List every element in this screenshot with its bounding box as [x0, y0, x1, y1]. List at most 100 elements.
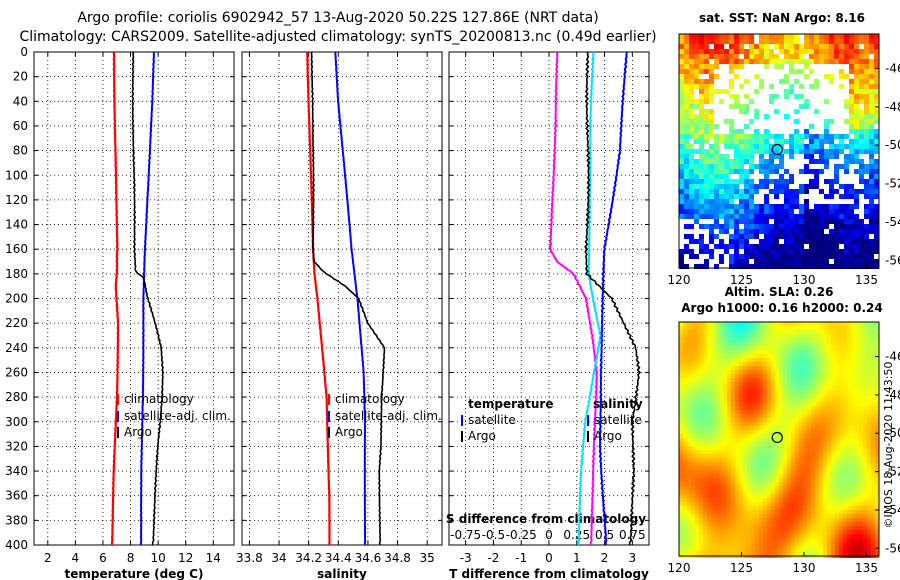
map-cell: [799, 64, 804, 69]
map-cell: [807, 382, 811, 386]
map-cell: [769, 44, 774, 49]
map-cell: [839, 402, 843, 406]
map-cell: [764, 189, 769, 194]
map-cell: [819, 259, 824, 264]
map-cell: [723, 418, 727, 422]
map-cell: [804, 79, 809, 84]
map-cell: [727, 374, 731, 378]
map-cell: [751, 506, 755, 510]
map-cell: [689, 229, 694, 234]
map-cell: [799, 229, 804, 234]
map-cell: [787, 366, 791, 370]
map-cell: [835, 418, 839, 422]
map-cell: [824, 214, 829, 219]
map-cell: [819, 434, 823, 438]
map-y-tick-label: -52: [885, 177, 900, 191]
map-cell: [794, 79, 799, 84]
map-cell: [683, 342, 687, 346]
map-cell: [684, 159, 689, 164]
map-cell: [844, 189, 849, 194]
map-cell: [691, 462, 695, 466]
map-cell: [739, 446, 743, 450]
map-cell: [709, 129, 714, 134]
map-cell: [824, 204, 829, 209]
map-cell: [815, 530, 819, 534]
map-cell: [799, 89, 804, 94]
map-cell: [695, 530, 699, 534]
map-cell: [819, 526, 823, 530]
legend-label: satellite: [594, 413, 642, 427]
map-cell: [779, 434, 783, 438]
map-cell: [699, 109, 704, 114]
map-cell: [759, 54, 764, 59]
map-cell: [767, 498, 771, 502]
map-cell: [687, 474, 691, 478]
map-cell: [731, 522, 735, 526]
map-cell: [783, 350, 787, 354]
map-cell: [687, 522, 691, 526]
map-cell: [774, 214, 779, 219]
map-cell: [847, 390, 851, 394]
map-cell: [834, 44, 839, 49]
map-cell: [799, 164, 804, 169]
map-cell: [784, 139, 789, 144]
map-cell: [814, 264, 819, 269]
map-cell: [871, 414, 875, 418]
map-cell: [719, 530, 723, 534]
map-cell: [707, 522, 711, 526]
map-cell: [679, 422, 683, 426]
map-cell: [807, 390, 811, 394]
map-cell: [815, 458, 819, 462]
map-cell: [715, 358, 719, 362]
map-cell: [799, 530, 803, 534]
map-cell: [719, 526, 723, 530]
map-cell: [839, 199, 844, 204]
map-cell: [691, 438, 695, 442]
map-cell: [759, 526, 763, 530]
map-cell: [724, 69, 729, 74]
map-cell: [804, 189, 809, 194]
map-cell: [743, 346, 747, 350]
map-cell: [835, 438, 839, 442]
map-cell: [731, 406, 735, 410]
map-cell: [699, 518, 703, 522]
map-cell: [824, 249, 829, 254]
map-cell: [759, 474, 763, 478]
map-cell: [699, 430, 703, 434]
map-cell: [699, 354, 703, 358]
s-diff-line: [577, 51, 602, 545]
map-cell: [759, 418, 763, 422]
map-cell: [847, 478, 851, 482]
map-cell: [699, 510, 703, 514]
map-cell: [875, 462, 879, 466]
map-cell: [829, 89, 834, 94]
map-cell: [744, 224, 749, 229]
map-cell: [849, 239, 854, 244]
map-cell: [759, 154, 764, 159]
map-cell: [729, 109, 734, 114]
map-cell: [767, 414, 771, 418]
map-cell: [783, 382, 787, 386]
map-cell: [839, 474, 843, 478]
map-cell: [749, 194, 754, 199]
map-cell: [847, 518, 851, 522]
map-cell: [684, 264, 689, 269]
map-cell: [723, 358, 727, 362]
map-cell: [779, 502, 783, 506]
map-cell: [834, 114, 839, 119]
map-cell: [783, 482, 787, 486]
map-cell: [863, 430, 867, 434]
map-cell: [827, 342, 831, 346]
map-cell: [679, 39, 684, 44]
map-cell: [835, 470, 839, 474]
map-cell: [834, 249, 839, 254]
map-cell: [683, 374, 687, 378]
map-cell: [679, 124, 684, 129]
map-cell: [695, 354, 699, 358]
map-y-tick-label: -46: [885, 62, 900, 76]
map-cell: [719, 478, 723, 482]
map-cell: [747, 382, 751, 386]
map-y-tick-label: -54: [885, 215, 900, 229]
map-cell: [859, 442, 863, 446]
map-cell: [787, 466, 791, 470]
